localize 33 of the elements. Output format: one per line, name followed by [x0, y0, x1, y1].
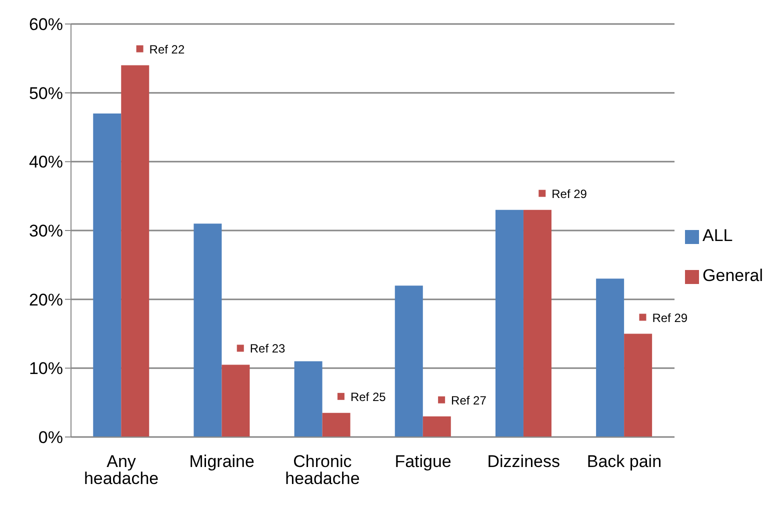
legend-label: General — [702, 266, 763, 285]
bar — [294, 361, 322, 437]
x-tick-label: Dizziness — [487, 452, 560, 472]
x-tick-label: Any headache — [84, 452, 159, 488]
annotation: Ref 29 — [552, 186, 588, 201]
x-tick-label: Back pain — [586, 452, 662, 472]
bar — [222, 364, 250, 437]
y-tick-label: 60% — [28, 15, 63, 34]
bar — [422, 416, 451, 437]
y-tick-label: 20% — [28, 290, 63, 310]
bar — [394, 286, 423, 437]
y-tick-label: 30% — [28, 222, 63, 241]
bar — [121, 65, 150, 437]
bar — [194, 224, 222, 437]
x-tick-label: Chronic headache — [285, 452, 360, 488]
annotation: Ref 27 — [451, 393, 487, 408]
annotation: Ref 22 — [149, 42, 185, 56]
annotation: Ref 29 — [652, 310, 688, 325]
bar — [93, 113, 122, 437]
annotation: Ref 23 — [250, 342, 286, 356]
y-tick-label: 0% — [38, 428, 63, 448]
bar — [495, 210, 524, 437]
bar — [596, 278, 624, 437]
annotation: Ref 25 — [350, 390, 386, 404]
bar — [624, 334, 652, 437]
x-tick-label: Fatigue — [394, 452, 452, 472]
legend-label: ALL — [702, 226, 733, 245]
bar — [322, 412, 350, 437]
x-tick-label: Migraine — [189, 452, 254, 472]
bar — [523, 210, 552, 437]
y-tick-label: 50% — [28, 84, 63, 103]
y-tick-label: 10% — [28, 359, 63, 378]
y-tick-label: 40% — [28, 152, 63, 172]
